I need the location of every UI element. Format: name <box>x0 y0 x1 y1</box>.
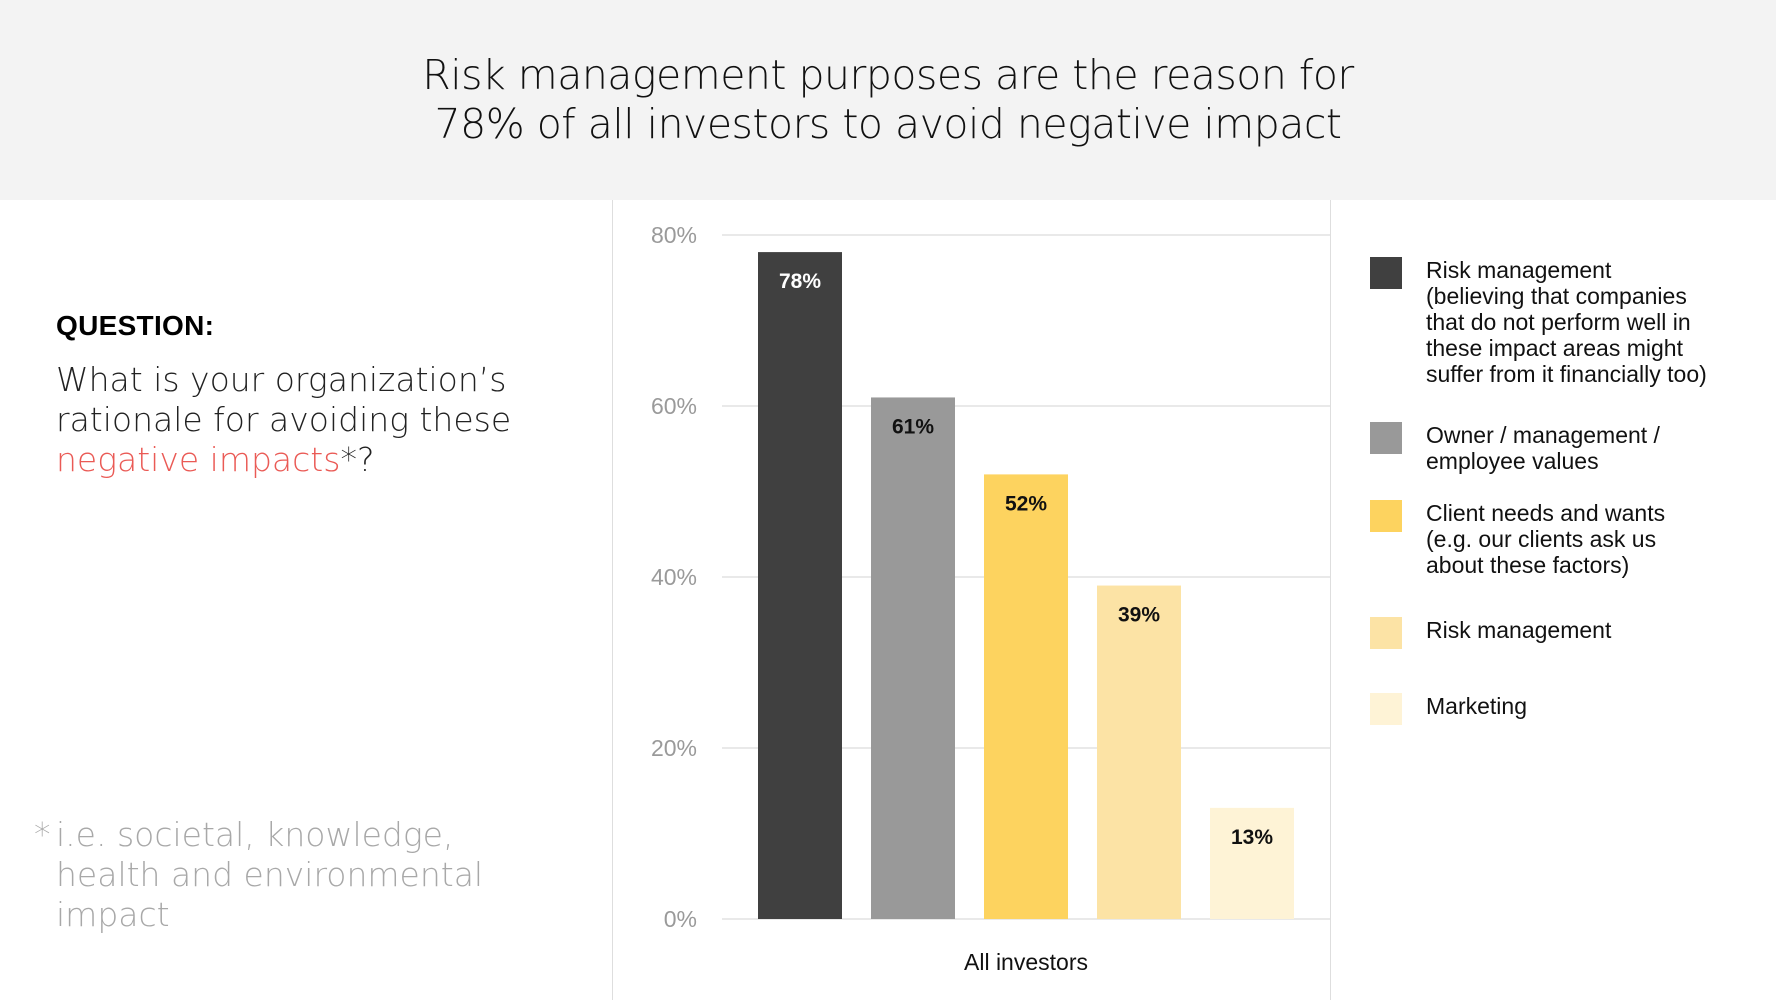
bar <box>1097 585 1181 919</box>
bar-value-label: 39% <box>1118 604 1160 627</box>
y-tick-label: 80% <box>651 222 697 248</box>
x-category-label: All investors <box>964 949 1088 975</box>
legend-label: Marketing <box>1426 693 1527 719</box>
legend-swatch <box>1370 693 1402 725</box>
footnote: * i.e. societal, knowledge, health and e… <box>34 815 526 935</box>
question-highlight: negative impacts <box>56 440 341 479</box>
legend-item: Risk management (believing that companie… <box>1370 257 1707 387</box>
legend-swatch <box>1370 617 1402 649</box>
bar <box>1210 807 1294 919</box>
legend-label: Risk management (believing that companie… <box>1426 257 1707 387</box>
legend-item: Owner / management / employee values <box>1370 422 1660 474</box>
legend-swatch <box>1370 257 1402 289</box>
legend-item: Risk management <box>1370 617 1611 649</box>
legend-label: Client needs and wants (e.g. our clients… <box>1426 500 1666 578</box>
bar-value-label: 61% <box>892 415 934 438</box>
divider-left <box>612 200 613 1000</box>
bar-value-label: 52% <box>1005 492 1047 515</box>
bar <box>758 252 842 920</box>
bar <box>871 397 955 919</box>
legend-label: Owner / management / employee values <box>1426 422 1660 474</box>
legend-item: Marketing <box>1370 693 1527 725</box>
bar-value-label: 78% <box>779 270 821 293</box>
legend-label: Risk management <box>1426 617 1612 643</box>
bar-value-label: 13% <box>1231 826 1273 849</box>
y-tick-label: 40% <box>651 564 697 590</box>
bar <box>984 474 1068 919</box>
question-label: QUESTION: <box>56 310 215 341</box>
header-banner: Risk management purposes are the reason … <box>0 0 1776 200</box>
question-panel: QUESTION: What is your organization’s ra… <box>0 200 612 1000</box>
legend-item: Client needs and wants (e.g. our clients… <box>1370 500 1665 578</box>
page-title: Risk management purposes are the reason … <box>422 51 1354 148</box>
y-tick-label: 0% <box>664 906 697 932</box>
y-tick-label: 20% <box>651 735 697 761</box>
question-text-after: *? <box>340 440 375 479</box>
question-text: What is your organization’s rationale fo… <box>56 360 596 480</box>
question-text-before: What is your organization’s rationale fo… <box>56 360 512 439</box>
legend-swatch <box>1370 500 1402 532</box>
legend-swatch <box>1370 422 1402 454</box>
footnote-text: i.e. societal, knowledge, health and env… <box>56 815 484 934</box>
y-tick-label: 60% <box>651 393 697 419</box>
divider-right <box>1330 200 1331 1000</box>
footnote-star: * <box>34 815 51 854</box>
